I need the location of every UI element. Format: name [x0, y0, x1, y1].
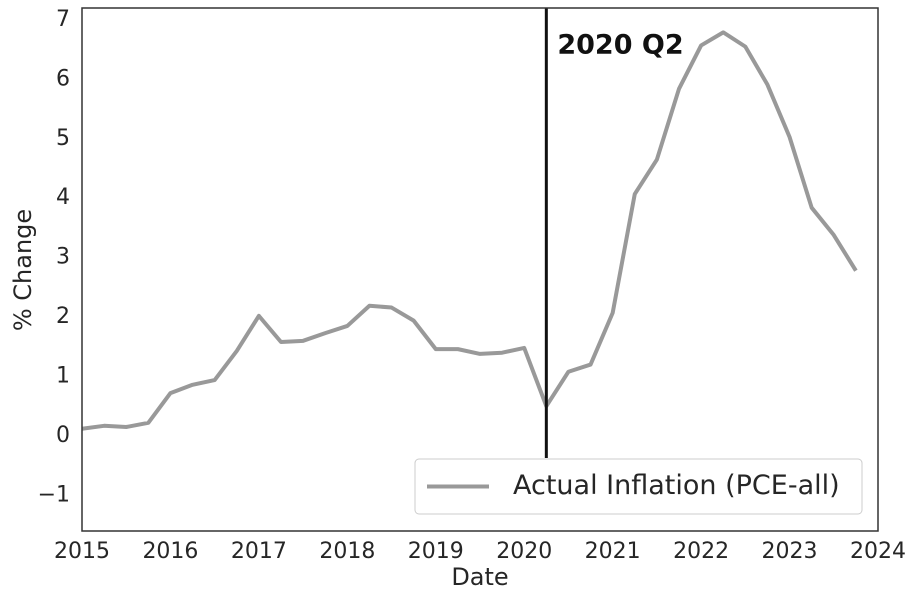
- x-tick-label: 2022: [673, 539, 729, 564]
- legend-box: [414, 458, 863, 515]
- x-tick-label: 2017: [231, 539, 287, 564]
- y-tick-label: 6: [56, 66, 70, 91]
- x-axis-label: Date: [451, 563, 508, 590]
- y-tick-label: 5: [56, 126, 70, 151]
- x-tick-label: 2019: [408, 539, 464, 564]
- y-tick-label: 2: [56, 304, 70, 329]
- plot-frame: [81, 7, 879, 532]
- x-tick-label: 2016: [142, 539, 198, 564]
- y-tick-label: 4: [56, 185, 70, 210]
- y-tick-label: 7: [56, 7, 70, 32]
- legend-label: Actual Inflation (PCE-all): [513, 470, 840, 501]
- x-tick-label: 2018: [319, 539, 375, 564]
- x-tick-label: 2023: [762, 539, 818, 564]
- data-line: [81, 30, 858, 431]
- y-tick-label: −1: [38, 482, 70, 507]
- x-tick-label: 2020: [496, 539, 552, 564]
- y-tick-label: 1: [56, 363, 70, 388]
- y-axis-label: % Change: [9, 209, 37, 331]
- event-label: 2020 Q2: [557, 30, 683, 61]
- x-tick-label: 2015: [54, 539, 110, 564]
- y-tick-label: 3: [56, 245, 70, 270]
- x-tick-label: 2024: [850, 539, 906, 564]
- x-tick-label: 2021: [585, 539, 641, 564]
- y-tick-label: 0: [56, 423, 70, 448]
